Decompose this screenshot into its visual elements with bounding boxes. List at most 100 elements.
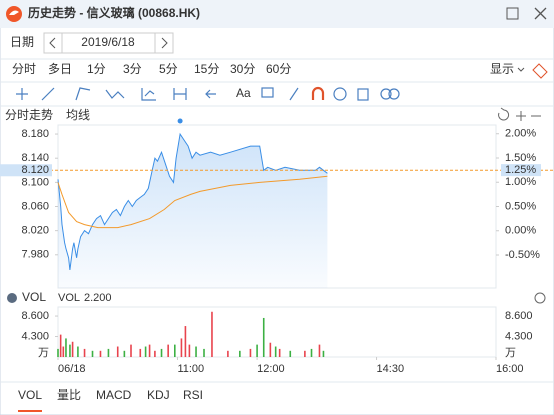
volume-bar	[83, 348, 86, 357]
magnet-tool[interactable]	[311, 86, 325, 100]
toolbar	[16, 86, 400, 101]
settings-icon[interactable]	[532, 63, 548, 79]
y-tick-label: 8.600	[21, 310, 49, 322]
zoom-icons[interactable]	[516, 111, 541, 121]
period-tabs: 分时 多日 1分 3分 5分 15分 30分 60分	[12, 62, 291, 76]
arrow-tool[interactable]	[205, 89, 216, 99]
period-tab[interactable]: 1分	[87, 62, 106, 76]
note-tool[interactable]	[261, 87, 274, 98]
hide-tool[interactable]	[333, 87, 347, 101]
period-tab[interactable]: 30分	[230, 62, 255, 76]
indicator-tab[interactable]: KDJ	[147, 388, 170, 402]
range-tool[interactable]	[173, 88, 187, 100]
volume-bar	[249, 348, 252, 357]
last-price-label: 8.120	[21, 164, 49, 176]
volume-bar	[227, 350, 229, 357]
volume-bar	[62, 346, 65, 357]
series-tab[interactable]: 分时走势	[5, 108, 53, 122]
volume-bar	[139, 348, 142, 357]
y2-tick-label: 2.00%	[505, 128, 536, 140]
volume-bar	[130, 344, 132, 357]
fib-tool[interactable]	[141, 88, 156, 101]
average-line	[57, 175, 328, 229]
last-change-box	[501, 164, 541, 177]
volume-bar	[322, 350, 325, 357]
y2-tick-label: 0.00%	[505, 225, 536, 237]
period-tab[interactable]: 15分	[194, 62, 219, 76]
volume-bar	[123, 350, 126, 357]
y-tick-label: 8.060	[21, 200, 49, 212]
volume-bar	[239, 350, 241, 357]
volume-bar	[77, 346, 79, 357]
close-indicator[interactable]	[534, 292, 546, 304]
x-tick-label: 14:30	[377, 363, 405, 375]
volume-bar	[69, 344, 71, 357]
x-tick-label: 16:00	[496, 363, 524, 375]
volume-bar	[211, 311, 213, 357]
price-area	[58, 134, 328, 288]
indicator-tab[interactable]: VOL	[18, 388, 42, 402]
y2-tick-label: 1.00%	[505, 176, 536, 188]
indicator-tab[interactable]: RSI	[183, 388, 203, 402]
delete-tool[interactable]	[357, 88, 369, 101]
volume-bar	[148, 344, 151, 357]
y-tick-label: 7.980	[21, 249, 49, 261]
volume-bar	[174, 344, 176, 357]
volume-bar	[256, 344, 258, 357]
indicator-series-name: VOL	[58, 292, 80, 304]
close-button[interactable]	[534, 7, 547, 20]
pen-tool[interactable]	[289, 87, 299, 101]
indicator-tab[interactable]: MACD	[96, 388, 132, 402]
volume-bar	[184, 326, 187, 357]
volume-bar	[195, 346, 197, 357]
display-menu[interactable]: 显示	[490, 62, 514, 76]
next-date-button[interactable]	[154, 32, 174, 54]
link-tool[interactable]	[380, 88, 392, 100]
undo-icon[interactable]	[498, 107, 510, 121]
wave-tool[interactable]	[105, 89, 125, 99]
y-tick-label: 8.100	[21, 176, 49, 188]
maximize-button[interactable]	[506, 7, 519, 20]
y-tick-label: 8.180	[21, 128, 49, 140]
text-tool[interactable]: Aa	[236, 86, 251, 100]
volume-bar	[203, 348, 205, 357]
channel-tool[interactable]	[75, 87, 91, 101]
volume-bar	[116, 346, 119, 357]
volume-bar	[318, 344, 321, 357]
volume-bar	[154, 350, 156, 357]
period-tab[interactable]: 60分	[266, 62, 291, 76]
indicator-tab[interactable]: 量比	[57, 388, 81, 402]
volume-bar	[91, 350, 94, 357]
volume-bar	[65, 338, 67, 357]
link-tool-2[interactable]	[388, 88, 400, 100]
y-unit: 万	[38, 347, 49, 359]
display-caret	[517, 67, 525, 72]
volume-bar	[262, 317, 265, 357]
y-tick-label: 8.140	[21, 152, 49, 164]
volume-bar	[274, 346, 277, 357]
volume-bar	[57, 348, 59, 357]
high-marker	[177, 118, 183, 124]
collapse-toggle[interactable]	[7, 293, 17, 303]
y2-tick-label: 1.50%	[505, 152, 536, 164]
volume-bar	[71, 341, 74, 357]
average-tab[interactable]: 均线	[66, 108, 90, 122]
x-tick-label: 12:00	[257, 363, 285, 375]
volume-bar	[107, 348, 110, 357]
line-tool[interactable]	[41, 87, 55, 101]
volume-bar	[144, 346, 147, 357]
volume-bar	[180, 338, 183, 357]
period-tab[interactable]: 分时	[12, 62, 36, 76]
move-tool[interactable]	[16, 88, 28, 100]
window-title: 历史走势 - 信义玻璃 (00868.HK)	[28, 5, 200, 20]
indicator-tabs: VOL 量比 MACD KDJ RSI	[18, 388, 203, 402]
period-tab[interactable]: 多日	[48, 62, 72, 76]
prev-date-button[interactable]	[43, 32, 63, 54]
period-tab[interactable]: 3分	[123, 62, 142, 76]
indicator-current: 2.200	[84, 292, 112, 304]
period-tab[interactable]: 5分	[159, 62, 178, 76]
last-price-box	[0, 164, 52, 177]
next-arrow	[161, 37, 168, 49]
volume-bar	[310, 348, 313, 357]
